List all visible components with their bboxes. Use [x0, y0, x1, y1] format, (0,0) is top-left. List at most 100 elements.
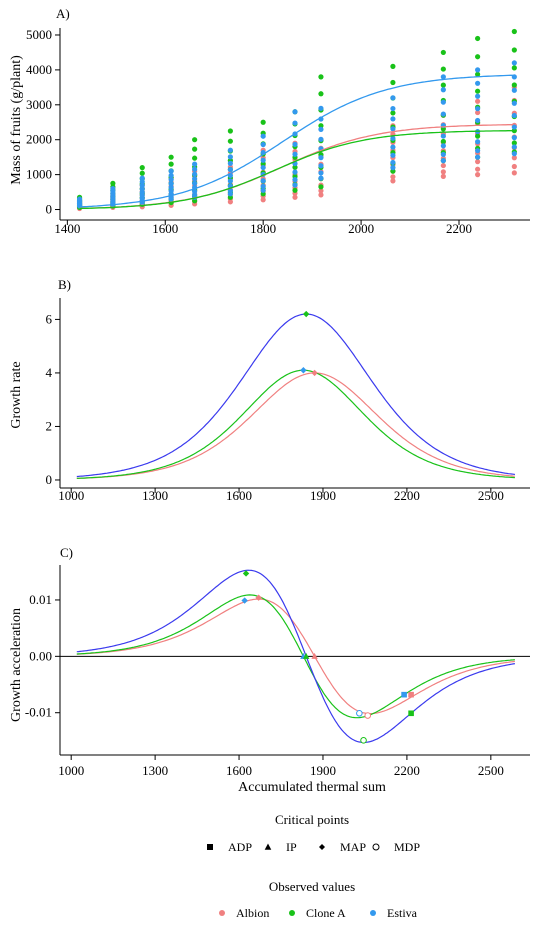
- observed-point-estiva: [440, 111, 446, 117]
- observed-point-estiva: [260, 164, 266, 171]
- observed-point-albion: [440, 162, 446, 169]
- observed-point-estiva: [318, 126, 324, 132]
- y-tick-label: 4: [46, 365, 53, 380]
- observed-point-albion: [390, 178, 396, 184]
- observed-point-estiva: [292, 120, 298, 126]
- x-tick-label: 1600: [152, 221, 178, 236]
- observed-point-estiva: [292, 177, 298, 183]
- critical-point-ip-marker: [302, 652, 310, 659]
- observed-point-clone-a: [168, 154, 174, 160]
- critical-point-adp-marker: [408, 710, 414, 717]
- observed-point-estiva: [192, 166, 198, 172]
- observed-point-clone-a: [475, 71, 481, 77]
- observed-point-clone-a: [390, 63, 396, 69]
- y-tick-label: 4000: [26, 62, 52, 77]
- x-tick-label: 2500: [478, 488, 504, 503]
- observed-point-estiva: [475, 80, 481, 86]
- observed-point-estiva: [260, 187, 266, 193]
- observed-point-clone-a: [511, 47, 517, 53]
- observed-point-estiva: [292, 151, 298, 157]
- panel-c-x-axis-label: Accumulated thermal sum: [238, 780, 386, 795]
- critical-point-map-marker: [302, 310, 310, 318]
- observed-point-estiva: [260, 157, 266, 163]
- observed-point-clone-a: [440, 82, 446, 88]
- observed-point-estiva: [318, 105, 324, 111]
- observed-point-estiva: [318, 136, 324, 142]
- observed-point-clone-a: [318, 74, 324, 80]
- observed-point-estiva: [260, 178, 266, 184]
- observed-point-estiva: [227, 147, 233, 153]
- observed-point-albion: [475, 166, 481, 172]
- observed-point-clone-a: [511, 65, 517, 71]
- observed-point-albion: [475, 98, 481, 104]
- observed-point-albion: [292, 194, 298, 200]
- observed-point-estiva: [139, 179, 145, 185]
- x-tick-label: 2200: [394, 488, 420, 503]
- critical-point-map-marker: [300, 367, 307, 374]
- observed-point-estiva: [475, 139, 481, 145]
- panel-a-label: A): [56, 6, 70, 21]
- observed-point-albion: [318, 188, 324, 194]
- observed-point-estiva: [292, 182, 298, 188]
- critical-point-ip-marker: [311, 652, 318, 659]
- observed-point-estiva: [110, 185, 116, 192]
- observed-point-albion: [511, 155, 517, 161]
- observed-point-estiva: [511, 87, 517, 93]
- growth-acceleration-curve-estiva: [76, 569, 516, 743]
- critical-point-map-marker: [241, 597, 248, 604]
- legend-label-ip: IP: [286, 840, 297, 854]
- observed-point-clone-a: [511, 140, 517, 146]
- observed-point-clone-a: [318, 123, 324, 129]
- observed-point-estiva: [168, 168, 174, 174]
- observed-point-estiva: [511, 144, 517, 150]
- panel-b-y-axis-label: Growth rate: [9, 361, 24, 428]
- observed-point-estiva: [475, 154, 481, 160]
- observed-point-estiva: [318, 170, 324, 176]
- critical-point-mdp-marker: [356, 709, 363, 717]
- observed-point-clone-a: [475, 54, 481, 60]
- panel-c-y-axis-label: Growth acceleration: [9, 608, 24, 722]
- observed-point-estiva: [227, 154, 233, 160]
- legend-swatch-estiva: [370, 910, 376, 916]
- observed-point-estiva: [440, 143, 446, 149]
- observed-point-estiva: [227, 160, 233, 166]
- observed-point-estiva: [260, 133, 266, 139]
- observed-point-clone-a: [192, 155, 198, 161]
- observed-point-estiva: [475, 93, 481, 99]
- legend-symbol-map: [319, 844, 325, 850]
- observed-point-estiva: [227, 178, 233, 184]
- x-tick-label: 1300: [142, 488, 168, 503]
- observed-point-estiva: [292, 109, 298, 115]
- observed-point-estiva: [139, 175, 145, 181]
- observed-point-estiva: [192, 176, 198, 182]
- observed-point-estiva: [440, 99, 446, 105]
- x-tick-label: 2200: [446, 221, 472, 236]
- observed-point-clone-a: [292, 164, 298, 170]
- critical-point-map-marker: [311, 369, 318, 377]
- observed-point-clone-a: [440, 138, 446, 145]
- observed-point-estiva: [192, 188, 198, 195]
- growth-rate-curve-estiva: [76, 313, 516, 478]
- observed-point-clone-a: [139, 165, 145, 171]
- observed-point-clone-a: [511, 82, 517, 88]
- observed-point-estiva: [168, 176, 174, 183]
- observed-point-estiva: [475, 67, 481, 73]
- panel-a-y-axis-label: Mass of fruits (g/plant): [9, 55, 24, 185]
- panel-b-label: B): [58, 277, 71, 292]
- observed-point-estiva: [292, 141, 298, 147]
- critical-point-map-marker: [242, 570, 250, 577]
- x-tick-label: 2000: [348, 221, 374, 236]
- legend-swatch-clone-a: [289, 910, 295, 916]
- y-tick-label: 1000: [26, 167, 52, 182]
- legend-label-estiva: Estiva: [387, 906, 418, 920]
- growth-acceleration-curve-albion: [76, 598, 515, 715]
- observed-point-estiva: [390, 116, 396, 122]
- observed-point-estiva: [475, 106, 481, 112]
- legend-critical-title: Critical points: [275, 812, 349, 827]
- observed-point-estiva: [260, 141, 266, 148]
- observed-point-albion: [318, 192, 324, 198]
- observed-point-estiva: [390, 126, 396, 132]
- y-tick-label: 2: [46, 418, 53, 433]
- observed-point-estiva: [511, 112, 517, 119]
